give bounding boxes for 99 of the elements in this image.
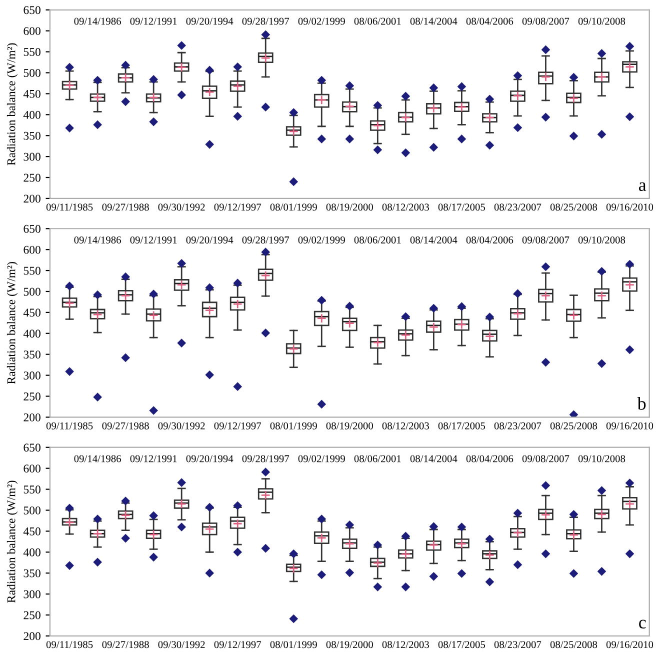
y-tick-label: 350 bbox=[24, 132, 40, 140]
y-tick-label: 400 bbox=[23, 110, 40, 119]
x-tick-label: 08/06/2001 bbox=[354, 236, 401, 244]
x-tick-label: 09/28/1997 bbox=[242, 18, 290, 25]
x-tick-label: 09/11/1985 bbox=[46, 422, 93, 430]
x-tick-label: 09/30/1992 bbox=[158, 422, 205, 430]
x-tick-label: 09/12/1991 bbox=[130, 455, 177, 462]
x-tick-label: 09/30/1992 bbox=[158, 641, 205, 648]
x-tick-label: 08/14/2004 bbox=[410, 18, 458, 25]
x-tick-label: 08/19/2000 bbox=[326, 422, 373, 430]
x-tick-label: 08/04/2006 bbox=[466, 455, 514, 462]
x-tick-label: 09/14/1986 bbox=[74, 18, 121, 25]
x-tick-label: 08/06/2001 bbox=[354, 455, 401, 462]
y-tick-label: 600 bbox=[24, 464, 40, 473]
x-tick-label: 08/06/2001 bbox=[354, 18, 401, 25]
annotation: b bbox=[637, 397, 646, 410]
x-tick-label: 09/16/2010 bbox=[606, 641, 654, 648]
x-tick-label: 09/20/1994 bbox=[186, 455, 234, 462]
y-tick-label: 200 bbox=[24, 413, 40, 422]
y-tick-label: 200 bbox=[24, 194, 40, 203]
x-tick-label: 09/02/1999 bbox=[298, 455, 345, 462]
y-tick-label: 250 bbox=[24, 392, 40, 400]
x-tick-label: 08/12/2003 bbox=[382, 204, 429, 211]
y-tick-label: 450 bbox=[23, 527, 40, 536]
x-tick-label: 09/02/1999 bbox=[298, 18, 345, 25]
x-tick-label: 09/08/2007 bbox=[522, 236, 570, 244]
x-tick-label: 09/10/2008 bbox=[578, 455, 626, 462]
y-tick-label: 450 bbox=[23, 308, 40, 317]
x-tick-label: 08/23/2007 bbox=[494, 204, 542, 211]
y-tick-label: 550 bbox=[24, 266, 40, 275]
x-tick-label: 09/10/2008 bbox=[578, 236, 626, 244]
y-tick-label: 500 bbox=[24, 288, 40, 296]
x-tick-label: 09/27/1988 bbox=[102, 422, 149, 430]
y-tick-label: 250 bbox=[24, 611, 40, 620]
y-axis-title: Radiation balance (W/m²) bbox=[6, 480, 18, 603]
y-tick-label: 300 bbox=[24, 590, 40, 598]
x-tick-label: 08/01/1999 bbox=[270, 204, 317, 211]
x-tick-label: 09/20/1994 bbox=[186, 18, 234, 25]
y-tick-label: 350 bbox=[24, 350, 40, 359]
y-tick-label: 650 bbox=[24, 224, 40, 233]
annotation: a bbox=[638, 182, 646, 192]
x-tick-label: 08/25/2008 bbox=[550, 422, 598, 430]
x-tick-label: 08/12/2003 bbox=[382, 641, 429, 648]
x-tick-label: 09/27/1988 bbox=[102, 204, 149, 211]
x-tick-label: 09/20/1994 bbox=[186, 236, 234, 244]
x-tick-label: 08/23/2007 bbox=[494, 641, 542, 648]
x-tick-label: 08/19/2000 bbox=[326, 641, 373, 648]
y-tick-label: 350 bbox=[24, 569, 40, 578]
y-tick-label: 450 bbox=[23, 90, 40, 98]
y-tick-label: 250 bbox=[24, 174, 40, 182]
x-tick-label: 09/12/1997 bbox=[214, 422, 262, 430]
x-tick-label: 08/04/2006 bbox=[466, 18, 514, 25]
y-tick-label: 500 bbox=[24, 68, 40, 77]
y-tick-label: 600 bbox=[24, 246, 40, 254]
x-tick-label: 08/17/2005 bbox=[438, 422, 486, 430]
x-tick-label: 09/28/1997 bbox=[242, 455, 290, 462]
x-tick-label: 09/02/1999 bbox=[298, 236, 345, 244]
x-tick-label: 09/14/1986 bbox=[74, 236, 121, 244]
y-tick-label: 300 bbox=[24, 372, 40, 380]
x-tick-label: 09/14/1986 bbox=[74, 455, 121, 462]
x-tick-label: 09/12/1991 bbox=[130, 18, 177, 25]
y-axis-title: Radiation balance (W/m²) bbox=[6, 262, 18, 384]
x-tick-label: 09/27/1988 bbox=[102, 641, 149, 648]
x-tick-label: 08/12/2003 bbox=[382, 422, 429, 430]
y-tick-label: 650 bbox=[24, 6, 40, 14]
y-tick-label: 500 bbox=[24, 506, 40, 514]
x-tick-label: 09/16/2010 bbox=[606, 204, 654, 211]
y-tick-label: 650 bbox=[24, 444, 40, 452]
x-tick-label: 08/17/2005 bbox=[438, 204, 486, 211]
x-tick-label: 09/12/1997 bbox=[214, 204, 262, 211]
x-tick-label: 08/19/2000 bbox=[326, 204, 373, 211]
x-tick-label: 09/08/2007 bbox=[522, 18, 570, 25]
y-tick-label: 550 bbox=[24, 48, 40, 56]
annotation: c bbox=[639, 620, 646, 628]
x-tick-label: 08/01/1999 bbox=[270, 422, 317, 430]
x-tick-label: 09/30/1992 bbox=[158, 204, 205, 211]
x-tick-label: 08/23/2007 bbox=[494, 422, 542, 430]
x-tick-label: 08/25/2008 bbox=[550, 204, 598, 211]
y-tick-label: 400 bbox=[23, 548, 40, 556]
x-tick-label: 08/01/1999 bbox=[270, 641, 317, 648]
x-tick-label: 09/12/1991 bbox=[130, 236, 177, 244]
x-tick-label: 08/17/2005 bbox=[438, 641, 486, 648]
x-tick-label: 08/04/2006 bbox=[466, 236, 514, 244]
x-tick-label: 09/16/2010 bbox=[606, 422, 654, 430]
x-tick-label: 09/11/1985 bbox=[46, 204, 93, 211]
x-tick-label: 09/12/1997 bbox=[214, 641, 262, 648]
x-tick-label: 09/08/2007 bbox=[522, 455, 570, 462]
x-tick-label: 08/25/2008 bbox=[550, 641, 598, 648]
x-tick-label: 08/14/2004 bbox=[410, 236, 458, 244]
y-tick-label: 200 bbox=[24, 632, 40, 640]
y-tick-label: 300 bbox=[24, 152, 40, 161]
y-tick-label: 400 bbox=[23, 330, 40, 338]
y-tick-label: 550 bbox=[24, 486, 40, 494]
x-tick-label: 09/11/1985 bbox=[46, 641, 93, 648]
x-tick-label: 08/14/2004 bbox=[410, 455, 458, 462]
y-axis-title: Radiation balance (W/m²) bbox=[6, 43, 18, 166]
x-tick-label: 09/28/1997 bbox=[242, 236, 290, 244]
x-tick-label: 09/10/2008 bbox=[578, 18, 626, 25]
y-tick-label: 600 bbox=[24, 27, 40, 36]
